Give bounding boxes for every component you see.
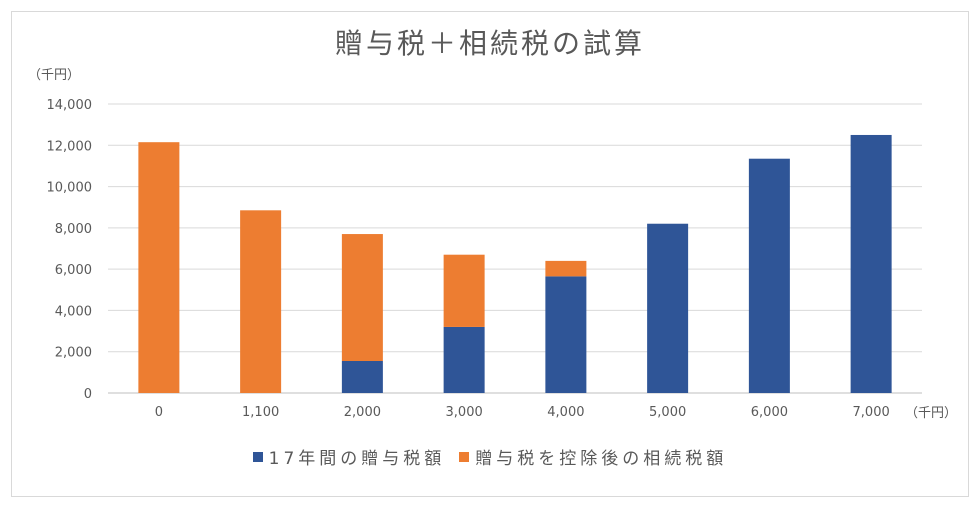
x-axis-unit: （千円） xyxy=(905,406,958,421)
x-tick-label: 7,000 xyxy=(853,405,890,420)
y-tick-label: 4,000 xyxy=(55,304,92,319)
legend-item-gift-tax: 17年間の贈与税額 xyxy=(252,444,446,469)
bar-gift-tax xyxy=(647,223,689,393)
legend-swatch-gift-tax xyxy=(252,451,263,462)
y-tick-labels: 0 2,000 4,000 6,000 8,000 10,000 12,000 14,000 xyxy=(47,98,93,402)
bar-inheritance-tax xyxy=(545,260,587,277)
bar-gift-tax xyxy=(341,361,383,393)
legend-label-gift-tax: 17年間の贈与税額 xyxy=(268,449,446,469)
x-tick-label: 6,000 xyxy=(751,405,788,420)
chart-title: 贈与税＋相続税の試算 xyxy=(334,27,645,60)
legend-swatch-inheritance-tax xyxy=(459,451,470,462)
gridlines xyxy=(108,103,922,394)
y-tick-label: 12,000 xyxy=(47,139,93,154)
legend-item-inheritance-tax: 贈与税を控除後の相続税額 xyxy=(459,444,727,469)
bar-gift-tax xyxy=(443,326,485,393)
x-tick-label: 2,000 xyxy=(344,405,381,420)
bar-gift-tax xyxy=(748,158,790,393)
y-tick-label: 10,000 xyxy=(47,181,93,196)
legend: 17年間の贈与税額 贈与税を控除後の相続税額 xyxy=(0,444,980,469)
y-axis-unit: （千円） xyxy=(28,68,81,83)
y-tick-label: 14,000 xyxy=(47,98,93,113)
y-tick-label: 0 xyxy=(84,387,92,402)
x-tick-label: 1,100 xyxy=(242,405,279,420)
bars xyxy=(138,134,892,393)
bar-inheritance-tax xyxy=(138,142,180,393)
y-tick-label: 8,000 xyxy=(55,222,92,237)
bar-gift-tax xyxy=(850,134,892,393)
x-tick-labels: 0 1,100 2,000 3,000 4,000 5,000 6,000 7,000 xyxy=(155,405,890,420)
bar-inheritance-tax xyxy=(341,234,383,362)
bar-gift-tax xyxy=(545,276,587,393)
y-tick-label: 6,000 xyxy=(55,263,92,278)
legend-label-inheritance-tax: 贈与税を控除後の相続税額 xyxy=(475,449,728,469)
x-tick-label: 0 xyxy=(155,405,163,420)
bar-inheritance-tax xyxy=(443,254,485,327)
bar-inheritance-tax xyxy=(240,210,282,393)
x-tick-label: 4,000 xyxy=(547,405,584,420)
y-tick-label: 2,000 xyxy=(55,346,92,361)
x-tick-label: 3,000 xyxy=(446,405,483,420)
x-tick-label: 5,000 xyxy=(649,405,686,420)
